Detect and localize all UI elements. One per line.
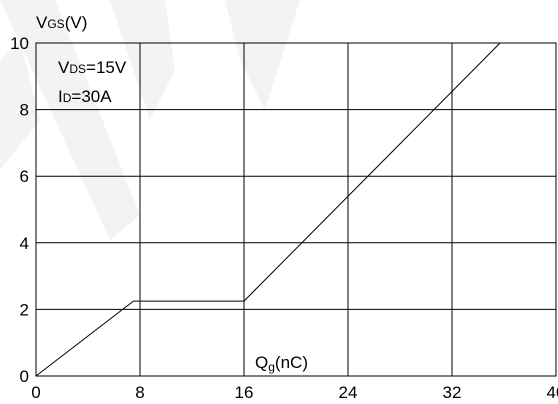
watermark-stroke bbox=[110, 0, 175, 120]
plot-frame bbox=[35, 42, 557, 377]
y-tick-label: 8 bbox=[20, 101, 29, 120]
y-tick-label: 2 bbox=[20, 300, 29, 319]
watermark-stroke bbox=[0, 40, 40, 170]
annotation-id: ID=30A bbox=[58, 87, 112, 106]
x-tick-label: 40 bbox=[547, 383, 558, 402]
watermark bbox=[0, 0, 300, 240]
x-tick-label: 0 bbox=[31, 383, 40, 402]
x-tick-label: 16 bbox=[235, 383, 254, 402]
x-tick-labels: 0 8 16 24 32 40 bbox=[31, 383, 558, 402]
annotation-vds: VDS=15V bbox=[58, 58, 127, 77]
y-tick-labels: 0 2 4 6 8 10 bbox=[10, 34, 29, 386]
x-tick-label: 32 bbox=[443, 383, 462, 402]
series-group bbox=[35, 42, 501, 377]
x-tick-label: 24 bbox=[339, 383, 358, 402]
grid-lines bbox=[36, 43, 556, 376]
watermark-stroke bbox=[0, 0, 140, 240]
watermark-stroke bbox=[225, 0, 300, 110]
x-axis-label: Qg(nC) bbox=[255, 353, 308, 374]
y-axis-label: VGS(V) bbox=[36, 13, 87, 32]
series-line bbox=[35, 42, 501, 377]
y-tick-label: 0 bbox=[20, 367, 29, 386]
x-tick-label: 8 bbox=[135, 383, 144, 402]
y-tick-label: 6 bbox=[20, 167, 29, 186]
y-tick-label: 10 bbox=[10, 34, 29, 53]
y-tick-label: 4 bbox=[20, 234, 29, 253]
